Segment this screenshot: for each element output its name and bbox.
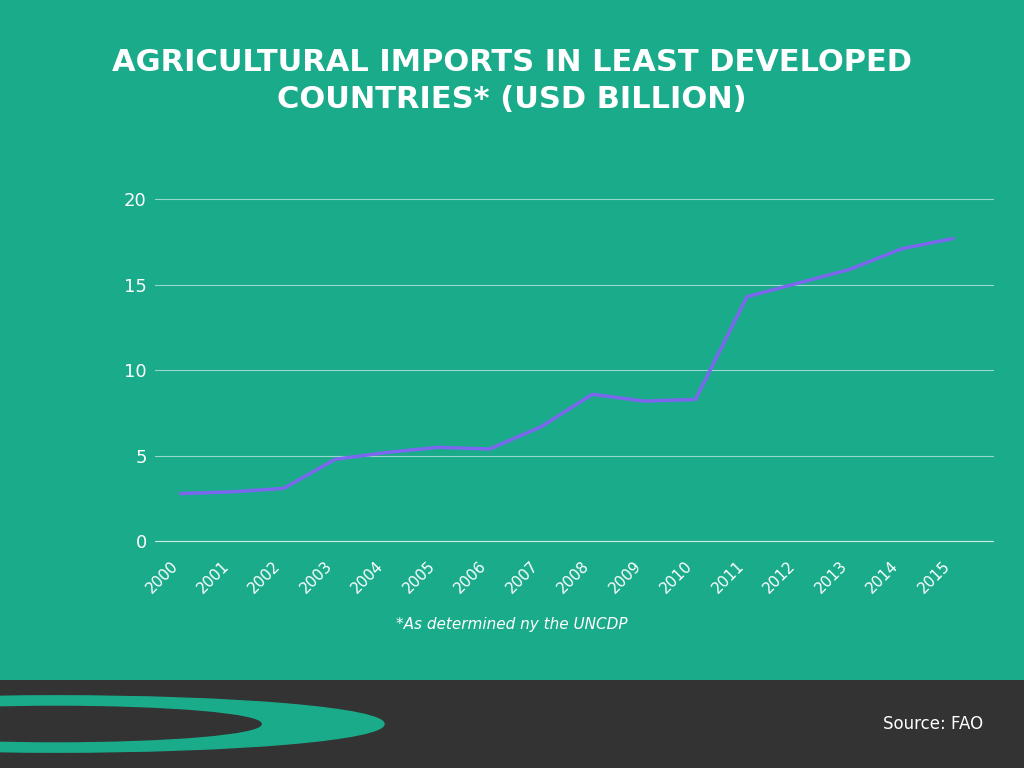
Text: *As determined ny the UNCDP: *As determined ny the UNCDP — [396, 617, 628, 633]
Circle shape — [0, 707, 261, 742]
Text: Source: FAO: Source: FAO — [883, 715, 983, 733]
Text: .COM: .COM — [251, 715, 299, 733]
Text: COMMODITY: COMMODITY — [113, 715, 240, 733]
Text: AGRICULTURAL IMPORTS IN LEAST DEVELOPED
COUNTRIES* (USD BILLION): AGRICULTURAL IMPORTS IN LEAST DEVELOPED … — [112, 48, 912, 114]
Circle shape — [0, 696, 384, 752]
